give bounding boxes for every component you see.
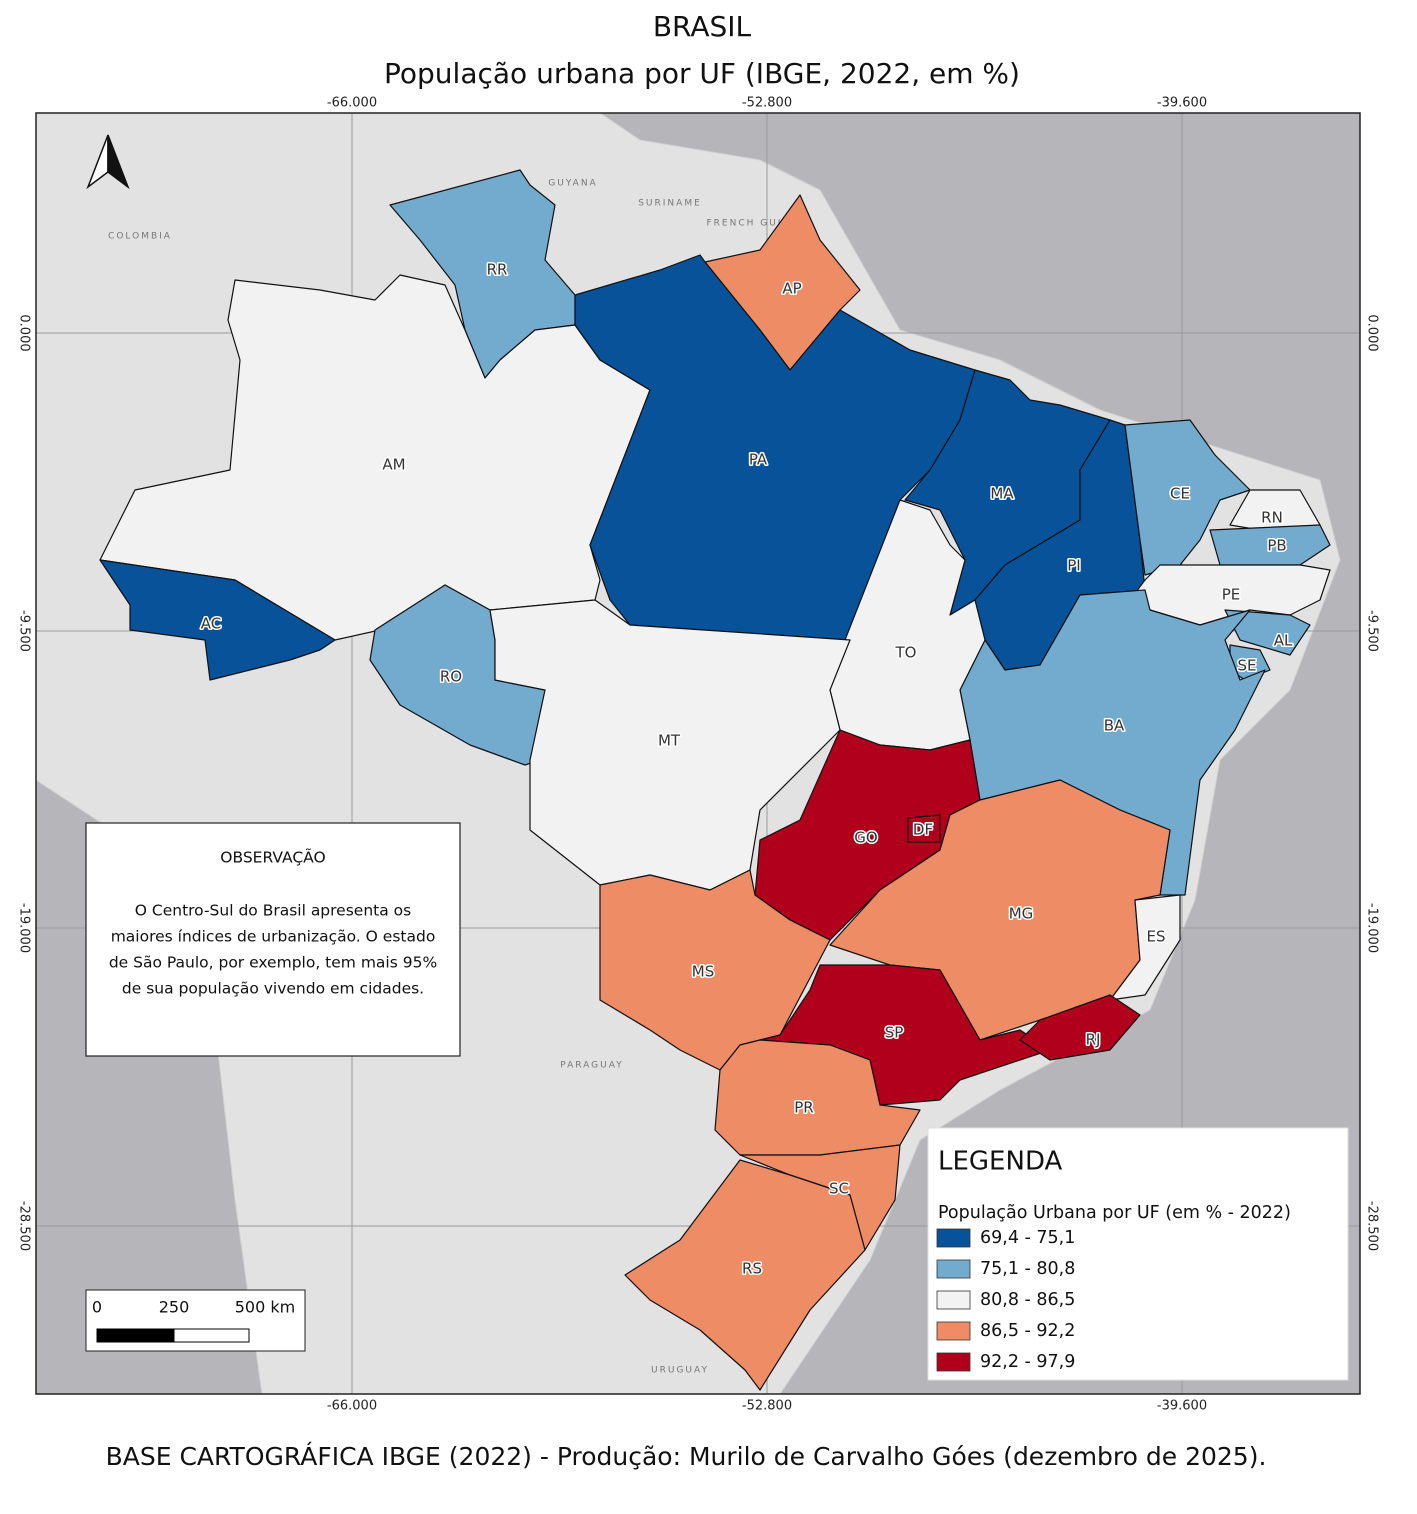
lat-label: -19.000 (1365, 903, 1380, 953)
legend-swatch (936, 1259, 971, 1279)
country-label: PARAGUAY (560, 1061, 623, 1071)
observation-text: de São Paulo, por exemplo, tem mais 95% (109, 954, 437, 972)
country-label: URUGUAY (651, 1366, 709, 1376)
state-label: PA (749, 451, 768, 469)
lon-label: -52.800 (742, 96, 792, 111)
state-label: CE (1170, 485, 1190, 503)
lon-label: -66.000 (327, 96, 377, 111)
observation-text: de sua população vivendo em cidades. (122, 980, 424, 998)
country-label: FRENCH GUIANA (706, 219, 807, 229)
country-label: SURINAME (638, 199, 702, 209)
footer: BASE CARTOGRÁFICA IBGE (2022) - Produção… (106, 1442, 1267, 1471)
map-title: BRASIL (653, 10, 752, 43)
legend-label: 75,1 - 80,8 (980, 1259, 1075, 1279)
state-label: SC (829, 1180, 849, 1198)
lon-label: -52.800 (742, 1399, 792, 1414)
lat-label: -28.500 (17, 1201, 32, 1251)
observation-box (85, 822, 461, 1057)
country-label: COLOMBIA (108, 232, 172, 242)
state-shape (1209, 524, 1331, 566)
scale-label: 250 (159, 1298, 190, 1317)
state-label: SE (1238, 657, 1257, 675)
state-label: MA (990, 485, 1014, 503)
scale-label: 500 km (235, 1298, 295, 1317)
state-label: MT (658, 732, 681, 750)
map-frame (35, 112, 1361, 1395)
legend-title: LEGENDA (938, 1147, 1063, 1177)
observation-text: O Centro-Sul do Brasil apresenta os (135, 902, 411, 920)
legend-swatch (936, 1290, 971, 1310)
state-label: SP (885, 1024, 904, 1042)
state-label: RR (487, 261, 508, 279)
state-shape (714, 1039, 921, 1156)
state-label: AM (382, 456, 405, 474)
state-label: DF (913, 821, 933, 839)
state-label: PB (1267, 537, 1286, 555)
states: RR AP AM AC RO PA MA PI CE RN PB PE AL SE BA TO MT GO DF MG… (99, 169, 1331, 1391)
lat-label: -19.000 (17, 903, 32, 953)
country-label: GUYANA (548, 179, 597, 189)
lat-label: 0.000 (1365, 314, 1380, 351)
state-label: PI (1067, 557, 1080, 575)
legend-swatch (936, 1228, 971, 1248)
map-subtitle: População urbana por UF (IBGE, 2022, em … (384, 57, 1020, 90)
observation-text: maiores índices de urbanização. O estado (111, 928, 436, 946)
state-label: RO (440, 668, 462, 686)
lat-label: -28.500 (1365, 1201, 1380, 1251)
scale-segment (173, 1328, 250, 1343)
state-label: AL (1274, 632, 1293, 650)
state-label: AP (782, 280, 801, 298)
state-shape (1224, 609, 1311, 656)
scale-label: 0 (92, 1298, 102, 1317)
state-label: GO (854, 829, 877, 847)
state-label: PE (1222, 586, 1241, 604)
lat-label: -9.500 (1365, 610, 1380, 652)
state-label: PR (794, 1099, 813, 1117)
legend-box (927, 1127, 1349, 1381)
lon-label: -39.600 (1157, 1399, 1207, 1414)
state-shape (599, 869, 831, 1071)
north-arrow (86, 134, 130, 190)
legend-swatch (936, 1352, 971, 1372)
lon-label: -39.600 (1157, 96, 1207, 111)
scale-segment (96, 1328, 175, 1343)
state-shape (1109, 894, 1181, 1001)
state-shape (1019, 994, 1141, 1061)
state-label: RN (1261, 509, 1283, 527)
state-shape (907, 814, 941, 843)
legend-subtitle: População Urbana por UF (em % - 2022) (938, 1203, 1291, 1223)
state-label: RS (742, 1260, 762, 1278)
lat-label: 0.000 (17, 314, 32, 351)
state-label: MS (692, 963, 714, 981)
state-shape (1124, 419, 1251, 576)
state-label: TO (895, 644, 917, 662)
state-shape (99, 559, 336, 681)
legend-items: 69,4 - 75,1 75,1 - 80,8 80,8 - 86,5 86,5 - … (936, 1228, 1075, 1372)
state-shape (759, 964, 1051, 1106)
lon-label: -66.000 (327, 1399, 377, 1414)
legend-label: 69,4 - 75,1 (980, 1228, 1075, 1248)
state-label: MG (1009, 905, 1034, 923)
state-label: ES (1147, 928, 1166, 946)
map-area: COLOMBIA GUYANA SURINAME FRENCH GUIANA P… (36, 113, 1360, 1394)
observation-title: OBSERVAÇÃO (220, 848, 325, 867)
state-label: AC (201, 615, 221, 633)
lat-label: -9.500 (17, 610, 32, 652)
state-shape (624, 1159, 866, 1391)
legend-label: 80,8 - 86,5 (980, 1290, 1075, 1310)
state-label: BA (1104, 717, 1125, 735)
legend-label: 86,5 - 92,2 (980, 1321, 1075, 1341)
state-label: RJ (1086, 1031, 1101, 1049)
legend-label: 92,2 - 97,9 (980, 1352, 1075, 1372)
legend-swatch (936, 1321, 971, 1341)
